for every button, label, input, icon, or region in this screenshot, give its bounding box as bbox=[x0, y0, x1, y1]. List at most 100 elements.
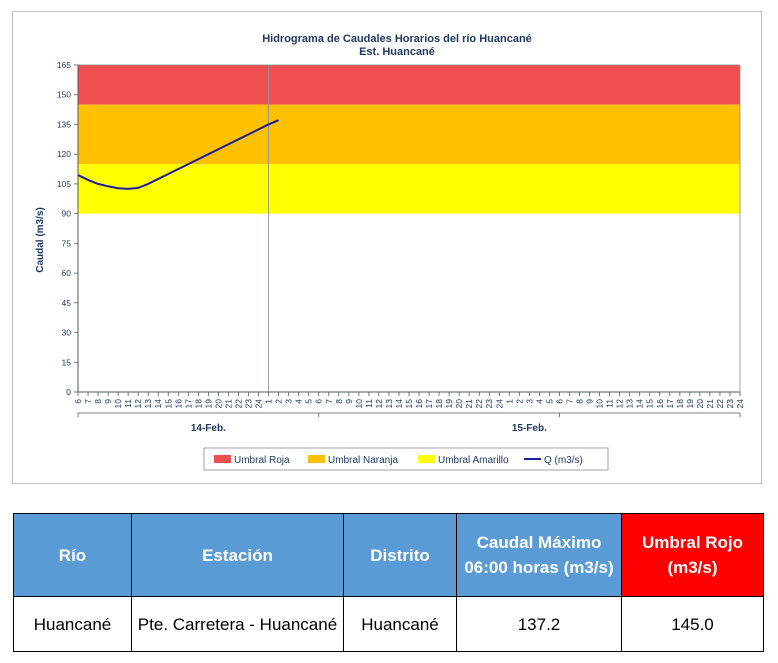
y-tick-label-8: 120 bbox=[57, 149, 71, 159]
y-tick-label-5: 75 bbox=[62, 238, 72, 248]
x-tick-label-37: 19 bbox=[444, 399, 454, 409]
x-tick-label-0: 6 bbox=[73, 399, 83, 404]
series-line-0 bbox=[77, 119, 280, 190]
x-tick-label-3: 9 bbox=[103, 399, 113, 404]
x-tick-label-7: 13 bbox=[143, 399, 153, 409]
x-tick-label-25: 7 bbox=[324, 399, 334, 404]
x-tick-label-41: 23 bbox=[484, 399, 494, 409]
threshold-bands bbox=[78, 65, 740, 214]
x-tick-label-24: 6 bbox=[314, 399, 324, 404]
x-tick-label-46: 4 bbox=[534, 399, 544, 404]
x-tick-label-12: 18 bbox=[193, 399, 203, 409]
header-rio: Río bbox=[13, 513, 132, 597]
x-tick-label-26: 8 bbox=[334, 399, 344, 404]
summary-table: Río Estación Distrito Caudal Máximo 06:0… bbox=[13, 513, 764, 652]
x-tick-label-10: 16 bbox=[173, 399, 183, 409]
legend-label-1: Umbral Naranja bbox=[328, 455, 398, 466]
day-labels: 14-Feb. 15-Feb. bbox=[77, 412, 741, 434]
y-tick-label-7: 105 bbox=[57, 179, 71, 189]
header-estacion: Estación bbox=[131, 513, 344, 597]
x-tick-label-39: 21 bbox=[464, 399, 474, 409]
legend-label-3: Q (m3/s) bbox=[544, 455, 583, 466]
chart-svg: Hidrograma de Caudales Horarios del río … bbox=[35, 33, 745, 471]
x-tick-label-66: 24 bbox=[735, 399, 745, 409]
x-tick-label-63: 21 bbox=[705, 399, 715, 409]
x-tick-label-9: 15 bbox=[163, 399, 173, 409]
x-tick-label-50: 8 bbox=[575, 399, 585, 404]
cell-estacion: Pte. Carretera - Huancané bbox=[131, 596, 344, 652]
x-tick-label-11: 17 bbox=[183, 399, 193, 409]
y-tick-label-10: 150 bbox=[57, 90, 71, 100]
x-tick-label-13: 19 bbox=[203, 399, 213, 409]
x-tick-label-14: 20 bbox=[213, 399, 223, 409]
x-tick-label-52: 10 bbox=[595, 399, 605, 409]
y-tick-label-4: 60 bbox=[62, 268, 72, 278]
legend-label-2: Umbral Amarillo bbox=[438, 455, 509, 466]
x-tick-label-53: 11 bbox=[605, 399, 615, 408]
x-tick-label-45: 3 bbox=[524, 399, 534, 404]
y-tick-label-0: 0 bbox=[66, 387, 71, 397]
y-tick-label-11: 165 bbox=[57, 60, 71, 70]
legend-swatch-0 bbox=[214, 455, 231, 463]
x-tick-label-4: 10 bbox=[113, 399, 123, 409]
x-tick-label-42: 24 bbox=[494, 399, 504, 409]
cell-caudal-maximo: 137.2 bbox=[456, 596, 622, 652]
x-tick-label-28: 10 bbox=[354, 399, 364, 409]
x-tick-label-5: 11 bbox=[123, 399, 133, 408]
chart-title: Hidrograma de Caudales Horarios del río … bbox=[262, 33, 532, 45]
threshold-band-2 bbox=[78, 164, 740, 214]
y-tick-label-2: 30 bbox=[62, 328, 72, 338]
x-tick-label-6: 12 bbox=[133, 399, 143, 409]
x-tick-label-30: 12 bbox=[374, 399, 384, 409]
x-tick-label-61: 19 bbox=[685, 399, 695, 409]
x-tick-label-21: 3 bbox=[284, 399, 294, 404]
series-lines bbox=[77, 119, 280, 190]
x-tick-label-2: 8 bbox=[93, 399, 103, 404]
cell-rio: Huancané bbox=[13, 596, 132, 652]
header-caudal-maximo: Caudal Máximo 06:00 horas (m3/s) bbox=[456, 513, 622, 597]
x-tick-label-17: 23 bbox=[244, 399, 254, 409]
x-tick-label-32: 14 bbox=[394, 399, 404, 409]
legend-label-0: Umbral Roja bbox=[234, 455, 290, 466]
x-tick-label-38: 20 bbox=[454, 399, 464, 409]
x-tick-label-8: 14 bbox=[153, 399, 163, 409]
x-tick-label-56: 14 bbox=[635, 399, 645, 409]
x-tick-label-47: 5 bbox=[544, 399, 554, 404]
x-tick-label-48: 6 bbox=[554, 399, 564, 404]
legend-swatch-2 bbox=[418, 455, 435, 463]
x-tick-label-15: 21 bbox=[223, 399, 233, 409]
y-tick-label-1: 15 bbox=[62, 357, 72, 367]
table-row: Huancané Pte. Carretera - Huancané Huanc… bbox=[13, 596, 764, 652]
x-tick-label-54: 12 bbox=[615, 399, 625, 409]
header-distrito: Distrito bbox=[343, 513, 457, 597]
x-tick-label-44: 2 bbox=[514, 399, 524, 404]
x-tick-label-64: 22 bbox=[715, 399, 725, 409]
y-axis-ticks: 0 15 30 45 60 75 90 105 120 135 150 165 bbox=[57, 60, 78, 397]
x-tick-label-65: 23 bbox=[725, 399, 735, 409]
x-tick-label-20: 2 bbox=[274, 399, 284, 404]
legend-swatch-1 bbox=[308, 455, 325, 463]
table-header-row: Río Estación Distrito Caudal Máximo 06:0… bbox=[13, 513, 764, 597]
cell-distrito: Huancané bbox=[343, 596, 457, 652]
threshold-band-0 bbox=[78, 65, 740, 105]
y-axis-label: Caudal (m3/s) bbox=[35, 207, 46, 273]
x-tick-label-18: 24 bbox=[254, 399, 264, 409]
x-tick-label-55: 13 bbox=[625, 399, 635, 409]
x-tick-label-60: 18 bbox=[675, 399, 685, 409]
x-tick-label-43: 1 bbox=[504, 399, 514, 404]
x-tick-label-58: 16 bbox=[655, 399, 665, 409]
chart-legend: Umbral Roja Umbral Naranja Umbral Amarillo… bbox=[203, 447, 609, 471]
x-tick-label-49: 7 bbox=[564, 399, 574, 404]
x-axis-ticks: 6 7 8 9 10 11 12 13 14 15 16 17 18 19 20 21 22 23 24 1 2 3 4 5 6… bbox=[73, 392, 745, 408]
header-umbral-rojo: Umbral Rojo (m3/s) bbox=[621, 513, 764, 597]
x-tick-label-51: 9 bbox=[585, 399, 595, 404]
x-tick-label-22: 4 bbox=[294, 399, 304, 404]
x-tick-label-35: 17 bbox=[424, 399, 434, 409]
x-tick-label-57: 15 bbox=[645, 399, 655, 409]
threshold-band-1 bbox=[78, 104, 740, 165]
y-tick-label-9: 135 bbox=[57, 119, 71, 129]
x-tick-label-59: 17 bbox=[665, 399, 675, 409]
day-label-1: 15-Feb. bbox=[512, 423, 547, 434]
day-label-0: 14-Feb. bbox=[191, 423, 226, 434]
x-tick-label-29: 11 bbox=[364, 399, 374, 408]
